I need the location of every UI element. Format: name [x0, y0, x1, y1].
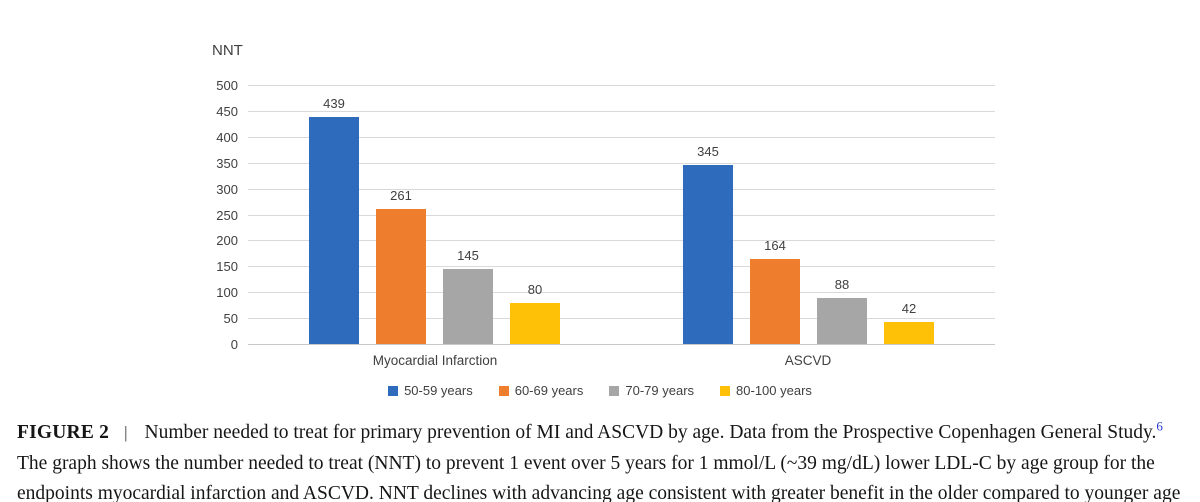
- gridline: [248, 215, 995, 216]
- y-tick-label: 200: [216, 233, 238, 248]
- bar-value-label: 145: [457, 248, 479, 263]
- legend-item-60-69-years: 60-69 years: [498, 383, 584, 398]
- bar-value-label: 261: [390, 188, 412, 203]
- category-label-myocardial-infarction: Myocardial Infarction: [372, 353, 498, 368]
- y-tick-label: 250: [216, 208, 238, 223]
- legend-item-50-59-years: 50-59 years: [388, 383, 473, 398]
- caption-text-after-ref: The graph shows the number needed to tre…: [17, 452, 1181, 502]
- gridline: [248, 292, 995, 293]
- y-tick-label: 300: [216, 182, 238, 197]
- bar-value-label: 42: [901, 301, 917, 316]
- gridline: [248, 111, 995, 112]
- y-tick-label: 0: [230, 337, 238, 352]
- y-tick-label: 400: [216, 130, 238, 145]
- bar-80-100-years-ascvd: [884, 322, 934, 344]
- bar-60-69-years-myocardial-infarction: [376, 209, 426, 344]
- gridline: [248, 318, 995, 319]
- legend-swatch-icon: [498, 385, 509, 396]
- bar-value-label: 439: [323, 96, 345, 111]
- gridline: [248, 85, 995, 86]
- y-tick-label: 450: [216, 104, 238, 119]
- x-axis-line: [248, 344, 995, 345]
- legend-swatch-icon: [720, 385, 731, 396]
- y-tick-label: 100: [216, 285, 238, 300]
- bar-50-59-years-myocardial-infarction: [309, 117, 359, 344]
- figure-caption-label: FIGURE 2: [17, 422, 110, 443]
- citation-reference-6[interactable]: 6: [1156, 418, 1163, 434]
- y-axis-title: NNT: [212, 42, 243, 59]
- y-tick-label: 350: [216, 156, 238, 171]
- gridline: [248, 163, 995, 164]
- legend-swatch-icon: [609, 385, 620, 396]
- bar-value-label: 345: [697, 144, 719, 159]
- bar-50-59-years-ascvd: [683, 165, 733, 344]
- bar-70-79-years-ascvd: [817, 298, 867, 344]
- bar-70-79-years-myocardial-infarction: [443, 269, 493, 344]
- bar-value-label: 164: [764, 238, 786, 253]
- legend-label: 70-79 years: [625, 383, 695, 398]
- bar-value-label: 80: [527, 282, 543, 297]
- legend-label: 60-69 years: [514, 383, 584, 398]
- gridline: [248, 240, 995, 241]
- legend-label: 50-59 years: [404, 383, 473, 398]
- legend-swatch-icon: [388, 385, 399, 396]
- bar-60-69-years-ascvd: [750, 259, 800, 344]
- y-tick-label: 150: [216, 259, 238, 274]
- category-label-ascvd: ASCVD: [784, 353, 832, 368]
- caption-separator: |: [124, 423, 128, 442]
- figure-caption: FIGURE 2 | Number needed to treat for prim…: [0, 414, 1200, 502]
- caption-text-before-ref: Number needed to treat for primary preve…: [144, 422, 1157, 443]
- nnt-bar-chart: NNT 50-59 years 60-69 years 70-79 years 80-…: [0, 42, 1200, 398]
- chart-legend: 50-59 years 60-69 years 70-79 years 80-100 …: [0, 383, 1200, 398]
- bar-80-100-years-myocardial-infarction: [510, 303, 560, 344]
- legend-item-70-79-years: 70-79 years: [609, 383, 694, 398]
- y-tick-label: 50: [223, 311, 238, 326]
- gridline: [248, 137, 995, 138]
- gridline: [248, 189, 995, 190]
- y-tick-label: 500: [216, 78, 238, 93]
- bar-value-label: 88: [834, 277, 850, 292]
- legend-item-80-100-years: 80-100 years: [720, 383, 812, 398]
- legend-label: 80-100 years: [736, 383, 812, 398]
- gridline: [248, 266, 995, 267]
